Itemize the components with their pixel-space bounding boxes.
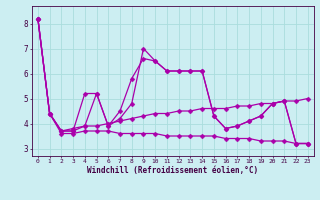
- X-axis label: Windchill (Refroidissement éolien,°C): Windchill (Refroidissement éolien,°C): [87, 166, 258, 175]
